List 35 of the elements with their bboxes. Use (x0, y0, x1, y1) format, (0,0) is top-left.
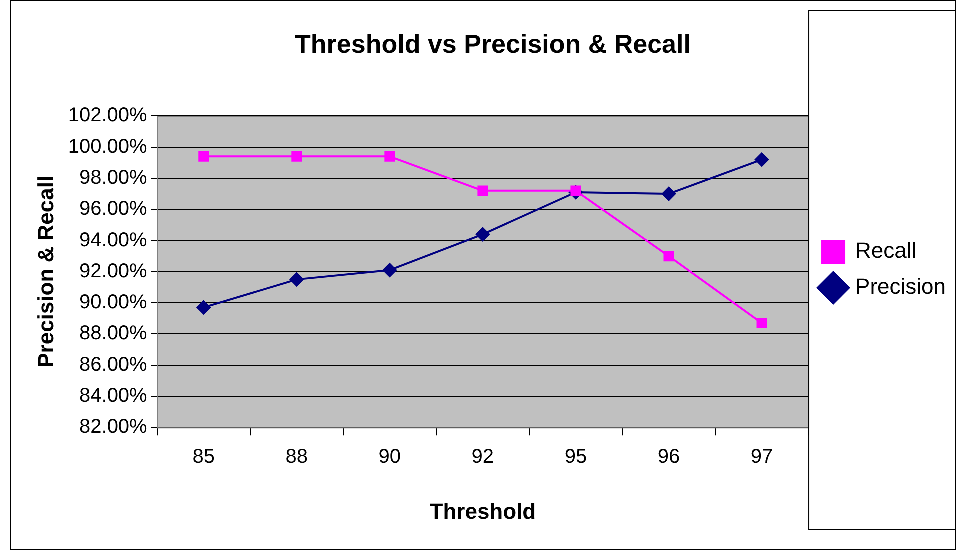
y-tick-label: 94.00% (80, 229, 148, 252)
chart-title: Threshold vs Precision & Recall (295, 28, 691, 59)
point (755, 152, 770, 167)
point (290, 272, 304, 287)
legend-label: Recall (856, 238, 917, 264)
point (382, 263, 397, 278)
point (478, 186, 488, 196)
point (756, 318, 768, 329)
legend-label: Precision (856, 274, 946, 300)
x-tick-label: 90 (378, 446, 402, 468)
y-tick-label: 82.00% (80, 416, 148, 438)
point (384, 151, 396, 162)
point (196, 300, 211, 315)
point (476, 228, 490, 242)
y-tick-label: 100.00% (68, 136, 148, 158)
point (292, 151, 302, 162)
x-tick-label: 88 (286, 446, 308, 468)
point (664, 251, 674, 262)
x-tick-label: 95 (564, 446, 588, 468)
y-tick-label: 86.00% (80, 354, 148, 376)
x-tick-label: 97 (750, 446, 774, 468)
y-tick-label: 92.00% (80, 260, 148, 282)
y-tick-label: 96.00% (80, 198, 148, 220)
y-tick-label: 88.00% (80, 322, 148, 345)
point (198, 151, 210, 162)
y-tick-label: 90.00% (80, 292, 148, 314)
y-axis-title: Precision & Recall (33, 176, 58, 368)
x-tick-label: 85 (192, 446, 215, 468)
y-tick-label: 98.00% (80, 166, 148, 189)
y-tick-label: 102.00% (68, 104, 148, 127)
x-tick-label: 96 (658, 446, 680, 468)
y-tick-label: 84.00% (80, 384, 148, 407)
x-axis-title: Threshold (430, 498, 536, 524)
point (662, 187, 676, 202)
x-tick-label: 92 (472, 446, 494, 468)
